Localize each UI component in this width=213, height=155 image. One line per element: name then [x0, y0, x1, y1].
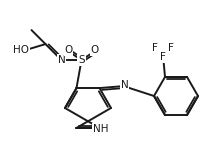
Text: S: S	[78, 55, 85, 65]
Text: F: F	[152, 43, 158, 53]
Text: NH: NH	[93, 124, 108, 134]
Text: F: F	[160, 52, 166, 62]
Text: O: O	[90, 45, 99, 55]
Text: HO: HO	[13, 45, 29, 55]
Text: N: N	[121, 80, 128, 90]
Text: N: N	[58, 55, 65, 65]
Text: O: O	[64, 45, 73, 55]
Text: F: F	[168, 43, 174, 53]
